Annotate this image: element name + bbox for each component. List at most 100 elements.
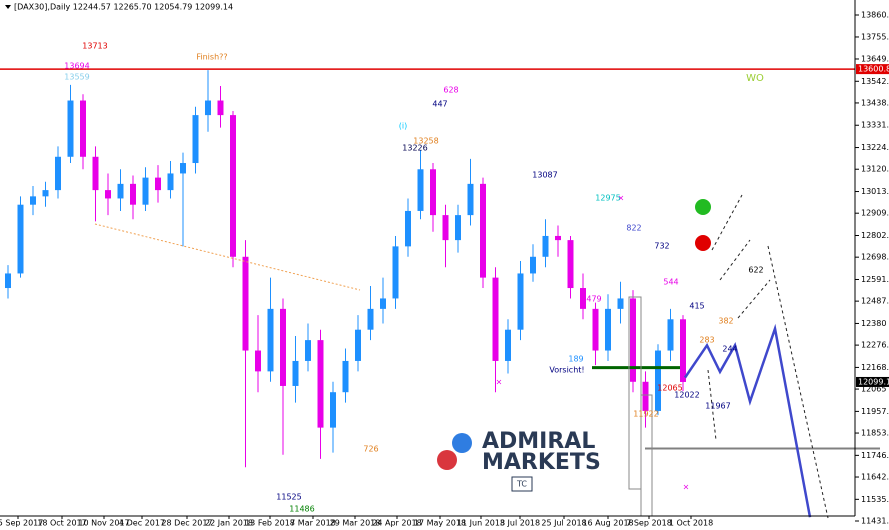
candle-body xyxy=(392,246,399,299)
x-tick-label: 13 Feb 2018 xyxy=(245,519,295,528)
annotation: 447 xyxy=(432,100,447,109)
candle-body xyxy=(167,173,174,191)
annotation: 13713 xyxy=(82,42,107,51)
annotation: 11922 xyxy=(633,410,658,419)
candle-body xyxy=(517,273,524,330)
annotation: 189 xyxy=(568,355,583,364)
candle-body xyxy=(92,156,99,191)
candle-body xyxy=(305,340,311,361)
x-tick-label: 4 Dec 2017 xyxy=(119,519,165,528)
candle-body xyxy=(430,169,436,216)
candle-body xyxy=(667,319,674,351)
y-tick-label: 11957.90 xyxy=(861,407,889,416)
x-tick-label: 25 Sep 2017 xyxy=(0,519,43,528)
x-tick-label: 7 Sep 2018 xyxy=(626,519,672,528)
annotation: 283 xyxy=(699,336,714,345)
annotation: Vorsicht! xyxy=(549,366,584,375)
price-box xyxy=(856,64,889,75)
candle-body xyxy=(17,204,24,274)
annotation: 622 xyxy=(748,266,763,275)
candle-body xyxy=(405,210,411,247)
y-tick-label: 11853.95 xyxy=(861,429,889,438)
x-tick-label: 10 Nov 2017 xyxy=(78,519,129,528)
y-tick-label: 13438.40 xyxy=(861,98,889,107)
annotation: WO xyxy=(746,73,764,84)
candle-body xyxy=(30,196,36,205)
logo-text: MARKETS xyxy=(482,450,601,475)
x-tick-label: 7 Mar 2018 xyxy=(290,519,336,528)
y-tick-label: 12909.20 xyxy=(861,209,889,218)
annotation: 479 xyxy=(586,295,601,304)
box xyxy=(628,296,642,490)
cross: × xyxy=(496,378,503,387)
candle-body xyxy=(642,381,649,411)
x-tick-label: 17 May 2018 xyxy=(414,519,466,528)
annotation: 12065 xyxy=(657,384,682,393)
y-tick-label: 12698.15 xyxy=(861,253,889,262)
candle-body xyxy=(480,183,486,278)
x-tick-label: 25 Jul 2018 xyxy=(541,519,586,528)
logo-text: ADMIRAL xyxy=(482,429,595,454)
red-dot xyxy=(695,235,711,251)
candle-body xyxy=(330,392,336,428)
dashed-line xyxy=(719,239,751,281)
candle-body xyxy=(155,177,161,191)
annotation: (i) xyxy=(399,122,407,131)
badge-text: TC xyxy=(516,480,527,489)
candle-body xyxy=(267,308,274,372)
candle-body xyxy=(317,340,324,428)
candle-body xyxy=(342,360,349,393)
price-label: 13600.80 xyxy=(858,65,889,74)
candle-body xyxy=(130,183,136,205)
candle-body xyxy=(605,308,611,351)
plot-area: × × × 13713 Finish?? 13694 13559 628 447 (i) 13… xyxy=(64,42,829,519)
y-tick-label: 13860.50 xyxy=(861,11,889,20)
candle-body xyxy=(417,169,424,211)
y-tick-label: 11431.85 xyxy=(861,516,889,525)
trend-line xyxy=(94,223,361,291)
candle-body xyxy=(505,329,511,361)
green-dot xyxy=(695,199,711,215)
candle-body xyxy=(55,156,61,191)
y-tick-label: 13542.35 xyxy=(861,77,889,86)
candle-body xyxy=(617,298,624,309)
price-box xyxy=(856,376,889,387)
candle-body xyxy=(580,288,586,309)
y-tick-label: 12591.05 xyxy=(861,275,889,284)
dashed-line xyxy=(711,194,743,251)
candle-body xyxy=(355,329,361,361)
x-tick-label: 11 Jun 2018 xyxy=(457,519,505,528)
y-tick-label: 13224.30 xyxy=(861,143,889,152)
x-tick-label: 29 Mar 2018 xyxy=(330,519,381,528)
candle-body xyxy=(192,115,199,164)
annotation: 726 xyxy=(363,445,378,454)
x-tick-label: 24 Apr 2018 xyxy=(372,519,421,528)
candle-body xyxy=(42,190,49,197)
candle-body xyxy=(442,215,449,241)
candle-body xyxy=(105,190,111,199)
annotation: 382 xyxy=(718,317,733,326)
x-tick-label: 28 Dec 2017 xyxy=(161,519,212,528)
candle-body xyxy=(567,240,574,289)
candle-body xyxy=(680,319,686,382)
chart-title: [DAX30],Daily 12244.57 12265.70 12054.79… xyxy=(14,3,233,12)
logo: ADMIRAL MARKETS TC xyxy=(437,429,601,492)
annotation: 13694 xyxy=(64,62,89,71)
annotation: 822 xyxy=(626,224,641,233)
y-tick-label: 12380 xyxy=(861,319,886,328)
badge xyxy=(511,476,533,492)
annotation: 244 xyxy=(722,345,737,354)
annotation: 732 xyxy=(654,242,669,251)
candle-body xyxy=(492,277,499,361)
candle-body xyxy=(255,350,261,372)
candle-body xyxy=(117,183,124,199)
candle-body xyxy=(205,100,211,116)
annotation: 11967 xyxy=(705,402,730,411)
price-label: 12099.14 xyxy=(858,377,889,386)
projection-path xyxy=(683,323,812,518)
candle-body xyxy=(555,235,561,241)
y-tick-label: 13649.40 xyxy=(861,54,889,63)
candle-body xyxy=(242,256,249,351)
